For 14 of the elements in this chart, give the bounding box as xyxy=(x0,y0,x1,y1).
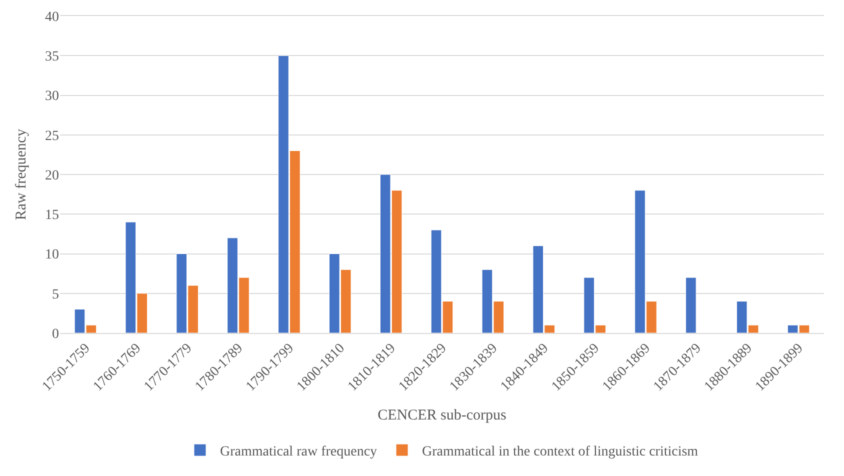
bar xyxy=(686,277,696,333)
y-tick-label: 10 xyxy=(45,248,59,263)
x-axis-title: CENCER sub-corpus xyxy=(378,407,507,424)
y-tick-label: 5 xyxy=(52,287,59,302)
y-axis-title: Raw frequency xyxy=(13,128,30,220)
y-tick-label: 0 xyxy=(52,326,59,342)
y-tick-label: 30 xyxy=(45,89,59,104)
y-tick-label: 20 xyxy=(45,168,59,184)
legend-label: Grammatical raw frequency xyxy=(220,444,378,460)
y-tick-label: 35 xyxy=(45,50,59,65)
y-tick-label: 25 xyxy=(45,128,59,144)
y-tick-label: 40 xyxy=(45,10,59,25)
legend-label: Grammatical in the context of linguistic criticism xyxy=(422,444,698,460)
y-tick-label: 15 xyxy=(45,208,59,224)
